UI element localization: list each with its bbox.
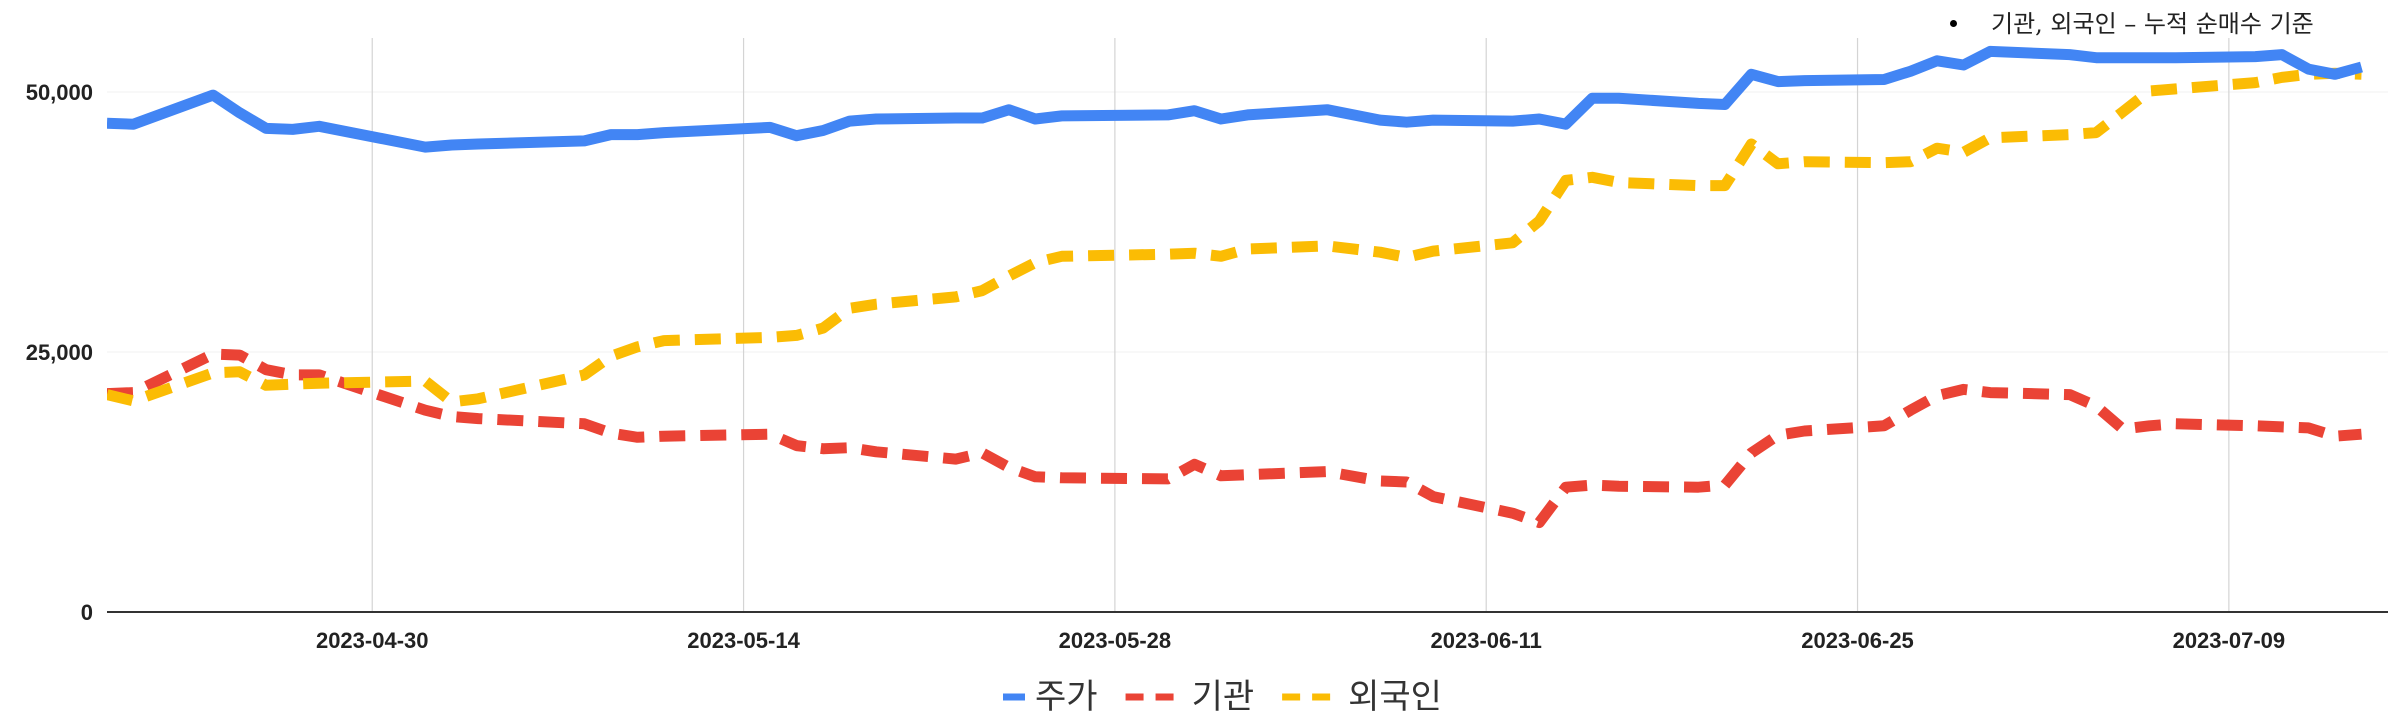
y-tick-label: 25,000: [26, 340, 93, 365]
series-line-2: [107, 348, 2362, 529]
y-axis: 0 25,000 50,000: [26, 80, 93, 625]
grid-lines: [107, 38, 2388, 613]
legend: 주가 기관 외국인: [1003, 677, 1442, 717]
x-tick-label: 2023-04-30: [316, 628, 429, 653]
y-tick-label: 0: [81, 600, 93, 625]
x-tick-label: 2023-05-14: [687, 628, 800, 653]
x-tick-label: 2023-06-11: [1431, 628, 1542, 653]
x-axis: 2023-04-30 2023-05-14 2023-05-28 2023-06-11…: [316, 628, 2285, 653]
chart-note-text: 기관, 외국인 – 누적 순매수 기준: [1991, 10, 2314, 38]
bullet-icon: [1950, 20, 1957, 27]
chart-note: 기관, 외국인 – 누적 순매수 기준: [1950, 4, 2314, 39]
x-tick-label: 2023-05-28: [1059, 628, 1172, 653]
x-tick-label: 2023-07-09: [2173, 628, 2286, 653]
x-tick-label: 2023-06-25: [1801, 628, 1914, 653]
legend-label-2: 기관: [1192, 677, 1255, 717]
series-line-1: [107, 45, 2363, 153]
y-tick-label: 50,000: [26, 80, 93, 105]
legend-label-1: 주가: [1035, 677, 1098, 717]
series-line-3: [107, 67, 2362, 408]
series-group: [107, 45, 2363, 529]
legend-label-3: 외국인: [1348, 677, 1442, 717]
